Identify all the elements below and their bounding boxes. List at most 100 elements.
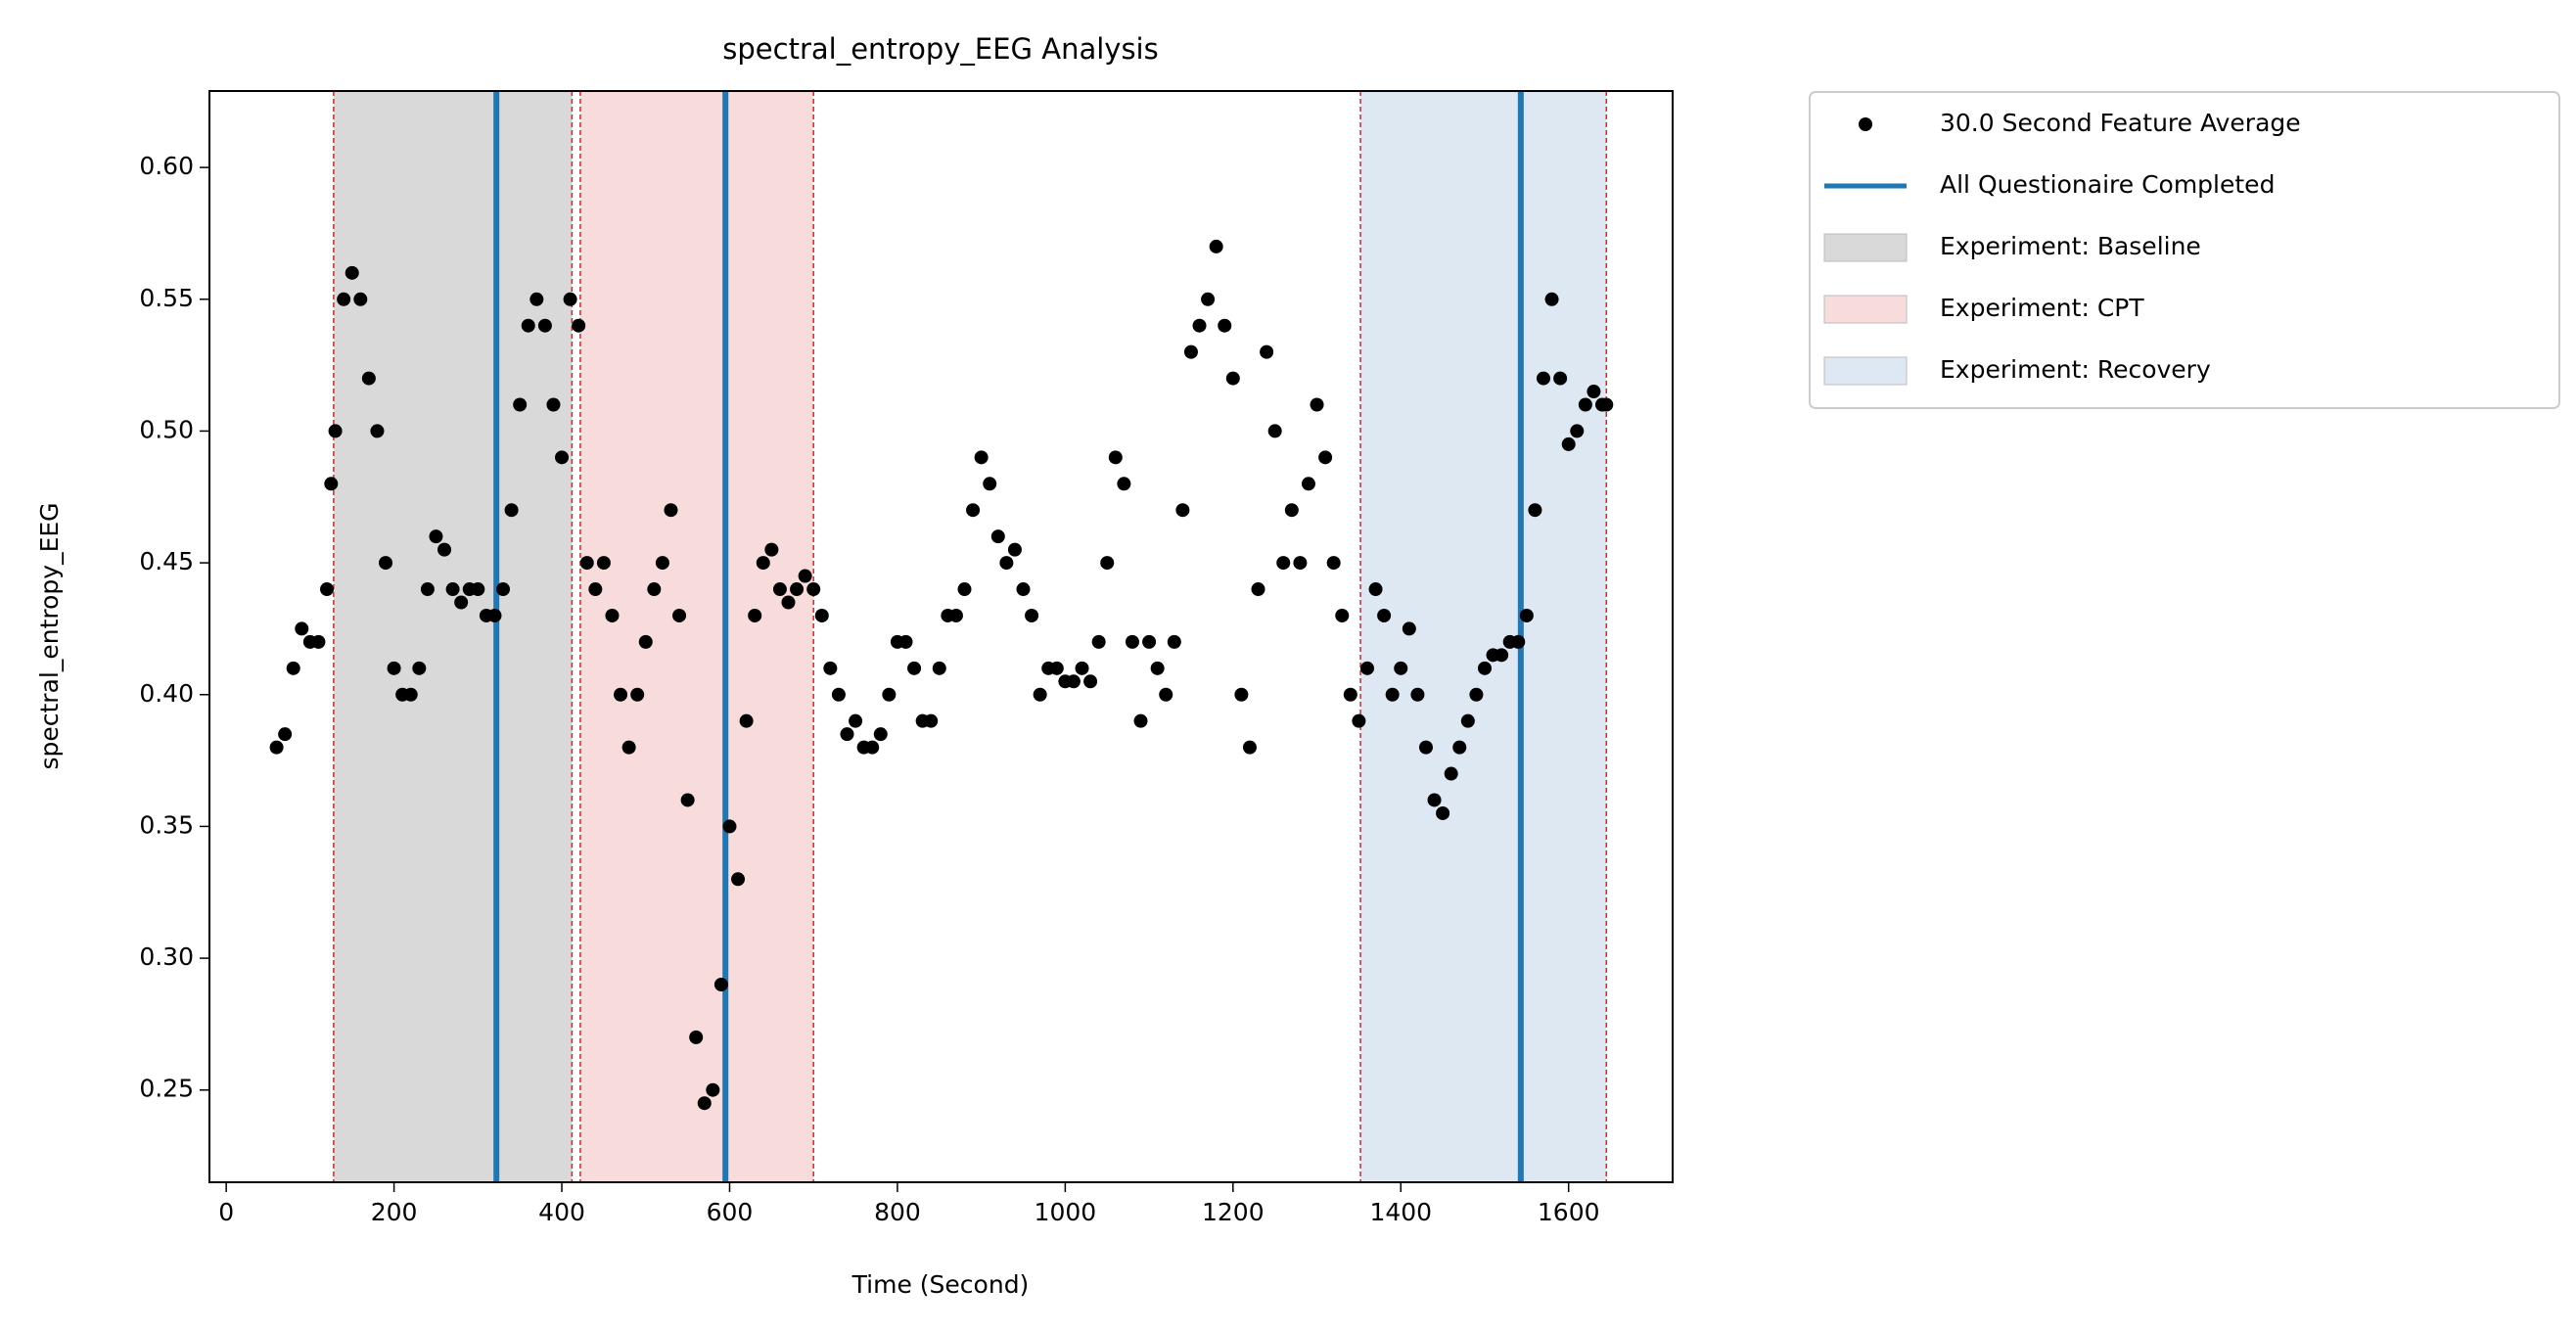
data-point [907, 661, 922, 675]
data-point [420, 582, 435, 597]
data-point [269, 740, 284, 755]
data-point [454, 595, 469, 610]
x-tick-label: 600 [707, 1198, 754, 1226]
legend-label: Experiment: Baseline [1940, 232, 2201, 260]
data-point [1025, 608, 1039, 622]
data-point [1083, 674, 1098, 689]
x-tick-label: 1000 [1035, 1198, 1097, 1226]
data-point [990, 529, 1005, 544]
x-tick-label: 1600 [1538, 1198, 1600, 1226]
y-tick-label: 0.40 [139, 679, 194, 708]
data-point [1536, 371, 1550, 386]
data-point [932, 661, 946, 675]
data-point [1192, 318, 1207, 333]
data-point [1125, 634, 1139, 649]
data-point [1049, 661, 1064, 675]
data-point [840, 727, 854, 742]
y-tick-label: 0.55 [139, 284, 194, 312]
data-point [337, 292, 351, 306]
span [1360, 91, 1607, 1182]
data-point [1436, 805, 1450, 820]
data-point [1016, 582, 1031, 597]
legend-label: Experiment: CPT [1940, 294, 2144, 322]
data-point [1218, 318, 1232, 333]
data-point [638, 634, 653, 649]
data-point [764, 542, 779, 557]
data-point [756, 556, 770, 571]
y-tick-label: 0.30 [139, 942, 194, 971]
data-point [806, 582, 821, 597]
data-point [546, 397, 561, 412]
data-point [387, 661, 401, 675]
data-point [1159, 687, 1173, 702]
data-point [1033, 687, 1047, 702]
data-point [588, 582, 603, 597]
data-point [379, 556, 393, 571]
data-point [1284, 503, 1299, 518]
data-point [647, 582, 662, 597]
data-point [957, 582, 972, 597]
data-point [1359, 661, 1374, 675]
data-point [974, 450, 989, 465]
data-point [1343, 687, 1357, 702]
data-point [403, 687, 418, 702]
data-point [621, 740, 636, 755]
data-point [504, 503, 519, 518]
data-point [739, 713, 754, 728]
data-point [1167, 634, 1181, 649]
data-point [948, 608, 963, 622]
data-point [1066, 674, 1081, 689]
data-point [630, 687, 645, 702]
data-point [471, 582, 485, 597]
data-point [731, 872, 746, 887]
legend-box [1809, 91, 2560, 409]
data-point [1587, 385, 1601, 399]
data-point [1418, 740, 1433, 755]
data-point [328, 424, 343, 438]
data-point [513, 397, 528, 412]
data-point [311, 634, 326, 649]
data-point [286, 661, 300, 675]
data-point [445, 582, 460, 597]
data-point [1108, 450, 1123, 465]
data-point [865, 740, 880, 755]
data-point [1117, 477, 1131, 491]
data-point [798, 569, 812, 583]
data-point [1469, 687, 1484, 702]
data-point [1201, 292, 1216, 306]
data-point [278, 727, 293, 742]
legend-swatch [1823, 356, 1908, 386]
data-point [1444, 766, 1458, 781]
data-point [579, 556, 594, 571]
data-point [898, 634, 913, 649]
data-point [537, 318, 552, 333]
plot-frame [208, 90, 1674, 1183]
data-point [983, 477, 997, 491]
y-axis-label: spectral_entropy_EEG [35, 502, 64, 769]
data-point [1326, 556, 1341, 571]
data-point [823, 661, 838, 675]
y-tick-label: 0.60 [139, 152, 194, 180]
data-point [1100, 556, 1115, 571]
data-point [713, 978, 728, 992]
data-point [1242, 740, 1257, 755]
data-point [1519, 608, 1534, 622]
data-point [361, 371, 376, 386]
data-point [429, 529, 443, 544]
data-point [680, 793, 695, 807]
data-point [1183, 344, 1198, 359]
data-point [1007, 542, 1022, 557]
span [579, 91, 814, 1182]
data-point [1175, 503, 1190, 518]
data-point [1385, 687, 1400, 702]
data-point [1234, 687, 1249, 702]
data-point [1553, 371, 1568, 386]
data-point [1511, 634, 1526, 649]
data-point [655, 556, 669, 571]
data-point [1460, 713, 1475, 728]
data-point [882, 687, 897, 702]
data-point [1570, 424, 1585, 438]
data-point [1091, 634, 1106, 649]
legend-label: Experiment: Recovery [1940, 355, 2211, 384]
